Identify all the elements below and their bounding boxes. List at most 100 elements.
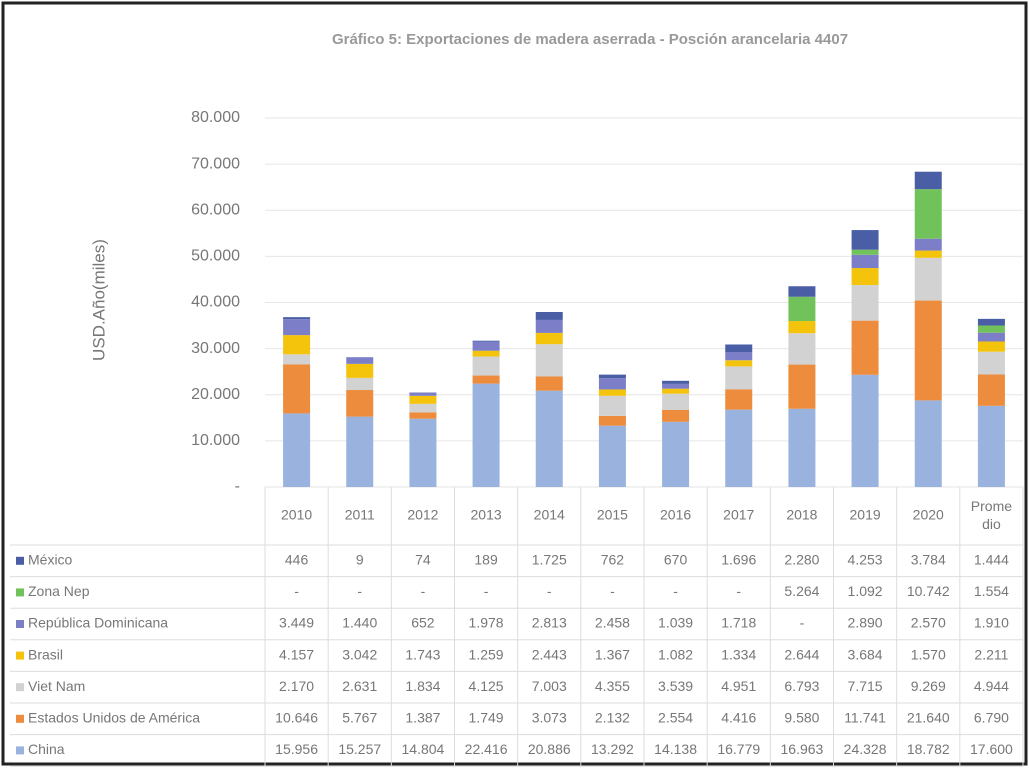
- value-label: 1.440: [342, 615, 377, 631]
- bar-segment: [536, 312, 563, 320]
- value-label: 4.355: [595, 678, 630, 694]
- bar-segment: [473, 384, 500, 487]
- bar-segment: [409, 396, 436, 404]
- x-tick-label: 2017: [723, 507, 754, 523]
- x-tick-label: 2013: [471, 507, 502, 523]
- bar-segment: [852, 268, 879, 285]
- bar-segment: [662, 381, 689, 384]
- value-label: 1.259: [469, 646, 504, 662]
- bar-segment: [599, 378, 626, 389]
- value-label: 1.718: [721, 615, 756, 631]
- value-label: -: [547, 583, 552, 599]
- value-label: -: [800, 615, 805, 631]
- value-label: 3.073: [532, 710, 567, 726]
- value-label: 4.944: [974, 678, 1009, 694]
- value-label: 2.570: [911, 615, 946, 631]
- bar-segment: [662, 389, 689, 394]
- bar-segment: [788, 365, 815, 409]
- value-label: 1.696: [721, 552, 756, 568]
- x-tick-label: 2012: [407, 507, 438, 523]
- legend-label: Estados Unidos de América: [28, 710, 200, 726]
- x-tick-label: 2011: [345, 507, 375, 523]
- bar-segment: [599, 396, 626, 416]
- value-label: 1.910: [974, 615, 1009, 631]
- bar-segment: [473, 342, 500, 351]
- value-label: 7.003: [532, 678, 567, 694]
- value-label: 1.082: [658, 646, 693, 662]
- bar-segment: [536, 376, 563, 390]
- value-label: 1.749: [469, 710, 504, 726]
- legend-label: República Dominicana: [28, 615, 168, 631]
- legend-swatch: [16, 557, 24, 565]
- value-label: 1.334: [721, 646, 756, 662]
- legend-label: Viet Nam: [28, 678, 85, 694]
- bar-segment: [473, 357, 500, 376]
- bar-segment: [662, 394, 689, 410]
- legend-swatch: [16, 746, 24, 754]
- y-tick-label: -: [235, 478, 240, 495]
- bar-segment: [852, 230, 879, 250]
- value-label: 3.684: [848, 646, 883, 662]
- bar-segment: [725, 366, 752, 389]
- value-label: 2.890: [848, 615, 883, 631]
- value-label: 7.715: [848, 678, 883, 694]
- bar-segment: [725, 360, 752, 366]
- value-label: 5.767: [342, 710, 377, 726]
- legend-label: Brasil: [28, 646, 63, 662]
- y-tick-label: 70.000: [191, 155, 240, 172]
- y-axis-label: USD.Año(miles): [89, 239, 108, 361]
- value-label: 15.956: [275, 741, 318, 757]
- bar-segment: [662, 384, 689, 389]
- value-label: 16.779: [717, 741, 760, 757]
- value-label: 21.640: [907, 710, 950, 726]
- value-label: 18.782: [907, 741, 950, 757]
- value-label: 20.886: [528, 741, 571, 757]
- bar-segment: [536, 333, 563, 344]
- bar-segment: [788, 297, 815, 321]
- bar-segment: [409, 419, 436, 487]
- y-tick-label: 30.000: [191, 340, 240, 357]
- value-label: 2.813: [532, 615, 567, 631]
- value-label: 2.211: [974, 646, 1008, 662]
- value-label: 670: [664, 552, 688, 568]
- value-label: -: [610, 583, 615, 599]
- value-label: 1.367: [595, 646, 630, 662]
- bar-segment: [915, 400, 942, 487]
- value-label: 9: [356, 552, 364, 568]
- legend-label: México: [28, 552, 73, 568]
- value-label: 2.644: [784, 646, 819, 662]
- value-label: -: [421, 583, 426, 599]
- bar-segment: [473, 341, 500, 342]
- bar-segment: [599, 375, 626, 379]
- value-label: 14.804: [402, 741, 445, 757]
- x-tick-label: 2020: [913, 507, 944, 523]
- value-label: 4.125: [469, 678, 504, 694]
- value-label: 10.742: [907, 583, 950, 599]
- x-tick-label: 2019: [850, 507, 881, 523]
- bar-segment: [536, 344, 563, 376]
- y-tick-label: 80.000: [191, 109, 240, 126]
- bar-segment: [409, 393, 436, 396]
- bar-segment: [725, 352, 752, 360]
- value-label: 2.170: [279, 678, 314, 694]
- bar-segment: [852, 375, 879, 487]
- value-label: 3.042: [342, 646, 377, 662]
- value-label: 24.328: [844, 741, 887, 757]
- x-tick-label: 2016: [660, 507, 691, 523]
- bar-segment: [283, 335, 310, 354]
- x-tick-label: 2018: [786, 507, 817, 523]
- y-tick-label: 20.000: [191, 386, 240, 403]
- value-label: 13.292: [591, 741, 634, 757]
- bar-segment: [978, 375, 1005, 406]
- value-label: 22.416: [465, 741, 508, 757]
- legend-swatch: [16, 620, 24, 628]
- legend-label: Zona Nep: [28, 583, 90, 599]
- value-label: 2.631: [342, 678, 377, 694]
- value-label: 10.646: [275, 710, 318, 726]
- value-label: 6.793: [784, 678, 819, 694]
- bar-segment: [599, 426, 626, 487]
- bar-segment: [978, 406, 1005, 487]
- value-label: 3.449: [279, 615, 314, 631]
- bar-segment: [346, 390, 373, 417]
- bar-segment: [283, 364, 310, 413]
